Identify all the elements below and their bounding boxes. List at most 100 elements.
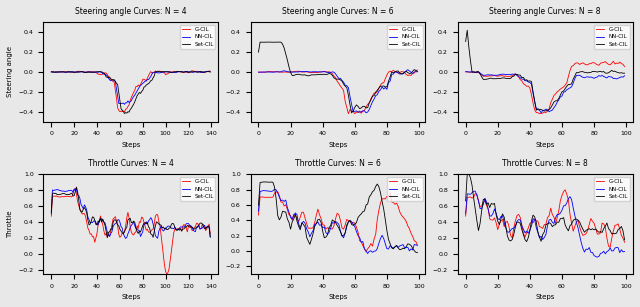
G-CIL [293, 216, 301, 220]
G-CIL [287, 214, 294, 217]
NN-CIL [593, 255, 601, 259]
NN-CIL [127, 99, 135, 103]
NN-CIL [292, 70, 300, 74]
Set-CIL [47, 70, 55, 74]
Legend: G-CIL, NN-CIL, Set-CIL: G-CIL, NN-CIL, Set-CIL [595, 25, 630, 49]
Line: Set-CIL: Set-CIL [51, 71, 211, 114]
G-CIL [56, 195, 64, 199]
G-CIL [407, 74, 415, 77]
G-CIL [285, 70, 293, 74]
Set-CIL [72, 185, 80, 189]
G-CIL [47, 70, 55, 73]
Set-CIL [338, 234, 346, 238]
NN-CIL [53, 70, 61, 74]
Set-CIL [56, 192, 64, 196]
Set-CIL [293, 73, 301, 76]
Set-CIL [77, 210, 85, 214]
NN-CIL [463, 70, 471, 73]
Set-CIL [611, 69, 619, 73]
G-CIL [47, 214, 55, 218]
G-CIL [53, 70, 61, 74]
Set-CIL [114, 83, 122, 86]
Set-CIL [338, 79, 346, 83]
Set-CIL [121, 112, 129, 115]
NN-CIL [349, 110, 357, 113]
Line: Set-CIL: Set-CIL [466, 174, 625, 242]
NN-CIL [47, 70, 55, 74]
NN-CIL [129, 222, 136, 226]
Set-CIL [409, 69, 417, 73]
Line: NN-CIL: NN-CIL [466, 191, 625, 257]
NN-CIL [293, 213, 301, 216]
G-CIL [558, 86, 566, 90]
Set-CIL [547, 106, 555, 110]
Legend: G-CIL, NN-CIL, Set-CIL: G-CIL, NN-CIL, Set-CIL [180, 177, 216, 201]
G-CIL [492, 221, 500, 225]
Set-CIL [293, 220, 301, 223]
Line: G-CIL: G-CIL [51, 71, 211, 112]
NN-CIL [63, 70, 71, 74]
NN-CIL [547, 109, 555, 113]
Set-CIL [154, 69, 161, 73]
G-CIL [536, 112, 543, 115]
G-CIL [207, 232, 214, 235]
NN-CIL [76, 70, 84, 74]
Title: Steering angle Curves: N = 4: Steering angle Curves: N = 4 [75, 7, 187, 16]
Line: NN-CIL: NN-CIL [51, 72, 211, 104]
Set-CIL [462, 40, 470, 43]
Legend: G-CIL, NN-CIL, Set-CIL: G-CIL, NN-CIL, Set-CIL [387, 25, 422, 49]
G-CIL [121, 110, 129, 114]
Line: NN-CIL: NN-CIL [259, 189, 417, 254]
NN-CIL [337, 76, 344, 80]
Line: G-CIL: G-CIL [466, 190, 625, 247]
Set-CIL [351, 222, 358, 226]
Set-CIL [287, 227, 294, 231]
G-CIL [616, 60, 623, 64]
NN-CIL [114, 94, 122, 98]
NN-CIL [115, 218, 123, 221]
Set-CIL [348, 111, 355, 115]
Set-CIL [53, 193, 61, 196]
G-CIL [462, 70, 470, 74]
G-CIL [362, 250, 370, 254]
NN-CIL [560, 90, 568, 94]
NN-CIL [611, 76, 619, 80]
G-CIL [609, 60, 617, 63]
G-CIL [492, 74, 500, 78]
NN-CIL [351, 225, 358, 228]
G-CIL [127, 230, 135, 234]
Set-CIL [116, 227, 124, 231]
Line: NN-CIL: NN-CIL [51, 189, 211, 239]
Set-CIL [264, 40, 272, 44]
G-CIL [274, 190, 282, 193]
Set-CIL [547, 222, 555, 225]
Set-CIL [407, 243, 415, 247]
Y-axis label: Throttle: Throttle [7, 210, 13, 238]
Set-CIL [540, 109, 548, 113]
NN-CIL [621, 250, 628, 253]
Line: G-CIL: G-CIL [466, 61, 625, 114]
NN-CIL [53, 188, 61, 191]
NN-CIL [255, 209, 262, 213]
NN-CIL [207, 235, 214, 239]
Set-CIL [76, 70, 84, 74]
Legend: G-CIL, NN-CIL, Set-CIL: G-CIL, NN-CIL, Set-CIL [180, 25, 216, 49]
Line: G-CIL: G-CIL [259, 192, 417, 252]
G-CIL [63, 70, 71, 74]
X-axis label: Steps: Steps [121, 294, 140, 300]
Set-CIL [63, 193, 71, 196]
NN-CIL [77, 203, 85, 206]
Set-CIL [104, 236, 111, 239]
Set-CIL [560, 89, 568, 93]
G-CIL [409, 235, 417, 238]
Set-CIL [255, 50, 262, 54]
NN-CIL [362, 111, 370, 115]
G-CIL [462, 214, 470, 218]
NN-CIL [403, 69, 410, 73]
NN-CIL [338, 234, 346, 237]
Set-CIL [465, 172, 473, 176]
Line: G-CIL: G-CIL [259, 70, 417, 114]
NN-CIL [621, 74, 628, 78]
G-CIL [499, 74, 506, 77]
NN-CIL [558, 208, 566, 212]
